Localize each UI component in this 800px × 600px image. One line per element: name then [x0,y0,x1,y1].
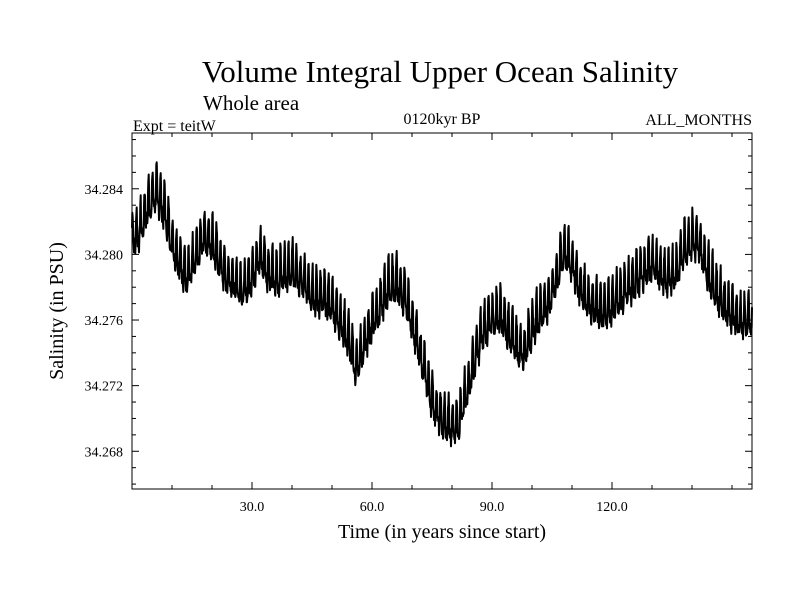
tick-layer: 30.0 60.0 90.0 120.0 34.268 34.272 34.276 34.28… [85,133,752,515]
x-tick-label: 90.0 [480,500,505,515]
period-label: 0120kyr BP [404,111,481,128]
experiment-label: Expt = teitW [133,118,217,135]
x-tick-label: 30.0 [240,500,265,515]
y-tick-label: 34.280 [85,248,124,263]
salinity-series-line [131,161,753,448]
y-axis-label: Salinity (in PSU) [46,242,68,380]
x-tick-label: 60.0 [360,500,385,515]
y-tick-label: 34.276 [85,314,124,329]
x-tick-label: 120.0 [596,500,628,515]
y-tick-label: 34.268 [85,445,124,460]
y-tick-label: 34.284 [85,183,124,198]
plot-frame [131,132,753,490]
x-axis-label: Time (in years since start) [338,521,546,543]
chart-subtitle: Whole area [203,91,300,115]
chart-title: Volume Integral Upper Ocean Salinity [202,54,679,89]
y-tick-label: 34.272 [85,380,124,395]
series-layer [131,161,753,448]
months-label: ALL_MONTHS [645,112,752,129]
